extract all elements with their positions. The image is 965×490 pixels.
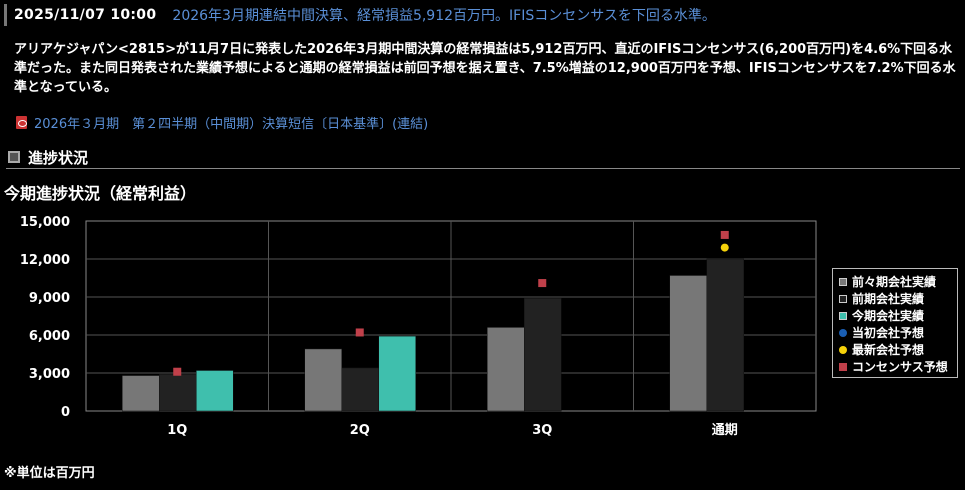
legend-item: 今期会社実績	[839, 307, 951, 324]
legend-marker	[839, 328, 847, 337]
bar	[378, 335, 416, 412]
legend-marker	[839, 311, 847, 320]
x-tick-label: 通期	[712, 422, 738, 438]
legend-item: 最新会社予想	[839, 341, 951, 358]
y-tick-label: 12,000	[20, 253, 70, 268]
news-date: 2025/11/07 10:00	[14, 7, 157, 23]
y-tick-label: 3,000	[29, 367, 70, 382]
x-tick-label: 2Q	[350, 423, 370, 438]
chart-legend: 前々期会社実績 前期会社実績 今期会社実績 当初会社予想 最新会社予想コンセンサス予想	[832, 268, 958, 378]
y-tick-label: 15,000	[20, 215, 70, 230]
article-body: アリアケジャパン<2815>が11月7日に発表した2026年3月期中間決算の経常…	[14, 42, 956, 95]
news-header: 2025/11/07 10:00 2026年3月期連結中間決算、経常損益5,91…	[4, 4, 954, 26]
legend-marker	[839, 277, 847, 286]
news-headline-link[interactable]: 2026年3月期連結中間決算、経常損益5,912百万円。IFISコンセンサスを下…	[172, 8, 716, 24]
y-tick-label: 0	[61, 405, 70, 420]
consensus-marker	[173, 367, 182, 376]
progress-chart: 0 3,000 6,000 9,000 12,000 15,000 1Q 2Q 3Q 通期	[20, 215, 817, 438]
chart-title: 今期進捗状況（経常利益）	[4, 184, 197, 203]
legend-item: 前々期会社実績	[839, 273, 951, 290]
legend-label: 前期会社実績	[852, 292, 925, 306]
legend-label: 最新会社予想	[852, 343, 925, 357]
unit-footnote: ※単位は百万円	[4, 466, 95, 481]
y-tick-label: 6,000	[29, 329, 70, 344]
bar	[706, 258, 744, 412]
legend-item: コンセンサス予想	[839, 358, 951, 375]
bar	[122, 375, 160, 412]
legend-marker	[839, 294, 847, 303]
legend-label: コンセンサス予想	[852, 360, 948, 374]
section-title: 進捗状況	[28, 148, 89, 167]
legend-marker	[839, 345, 847, 354]
bar	[159, 374, 197, 412]
consensus-marker	[355, 328, 364, 337]
legend-label: 当初会社予想	[852, 326, 925, 340]
consensus-marker	[538, 279, 547, 288]
document-link[interactable]: 2026年３月期 第２四半期（中間期）決算短信〔日本基準〕(連結)	[16, 113, 428, 132]
forecast-marker	[720, 243, 729, 252]
legend-marker	[839, 362, 847, 371]
bar	[304, 348, 342, 412]
y-tick-label: 9,000	[29, 291, 70, 306]
pdf-icon	[16, 116, 27, 129]
bar	[669, 275, 707, 412]
section-header: 進捗状況	[6, 146, 960, 169]
bar	[341, 367, 379, 412]
consensus-marker	[720, 230, 729, 239]
bar	[196, 370, 234, 412]
legend-item: 前期会社実績	[839, 290, 951, 307]
x-tick-label: 1Q	[167, 423, 187, 438]
bar	[524, 298, 562, 412]
legend-label: 前々期会社実績	[852, 275, 937, 289]
x-tick-label: 3Q	[532, 423, 552, 438]
bar	[487, 327, 525, 412]
legend-item: 当初会社予想	[839, 324, 951, 341]
square-bullet-icon	[8, 151, 20, 163]
document-link-label[interactable]: 2026年３月期 第２四半期（中間期）決算短信〔日本基準〕(連結)	[34, 117, 429, 132]
legend-label: 今期会社実績	[852, 309, 925, 323]
